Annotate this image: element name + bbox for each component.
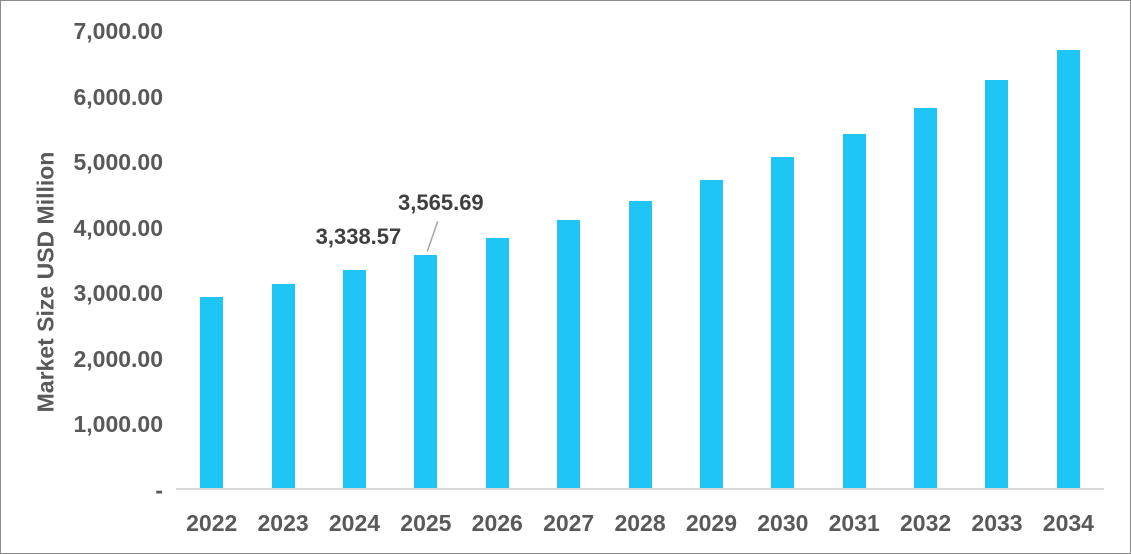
x-tick-label: 2031 — [828, 510, 880, 536]
bar-2025 — [414, 255, 438, 488]
bar-2024 — [342, 270, 366, 488]
x-tick-label: 2030 — [757, 510, 809, 536]
bar-series — [176, 31, 1104, 488]
y-tick-label: - — [155, 477, 163, 503]
data-label-2025: 3,565.69 — [398, 190, 484, 216]
y-tick-label: 6,000.00 — [73, 83, 163, 110]
y-tick-label: 3,000.00 — [73, 280, 163, 307]
data-label-2024: 3,338.57 — [315, 224, 402, 250]
bar-cell-2027 — [533, 31, 604, 488]
x-tick-label: 2029 — [685, 510, 738, 536]
plot-area: 3,338.57 3,565.69 — [176, 31, 1104, 490]
bar-cell-2033 — [961, 31, 1032, 488]
bar-cell-2022 — [176, 31, 247, 488]
bar-cell-2024 — [319, 31, 390, 488]
y-tick-label: 2,000.00 — [73, 345, 163, 372]
x-tick-label: 2024 — [328, 510, 381, 536]
bar-2029 — [699, 179, 723, 488]
bar-2033 — [985, 80, 1009, 488]
x-tick-label: 2025 — [400, 510, 452, 536]
y-tick-label: 7,000.00 — [73, 18, 163, 44]
bar-cell-2031 — [819, 31, 890, 488]
bar-2023 — [271, 283, 295, 488]
bar-cell-2028 — [604, 31, 675, 488]
bar-2030 — [771, 157, 795, 488]
x-tick-label: 2028 — [614, 510, 666, 536]
bar-cell-2026 — [462, 31, 533, 488]
bar-2031 — [842, 134, 866, 488]
bar-2032 — [914, 108, 938, 488]
x-tick-label: 2023 — [257, 510, 309, 536]
y-tick-label: 4,000.00 — [73, 214, 163, 241]
x-tick-label: 2026 — [471, 510, 523, 536]
bar-2026 — [485, 237, 509, 488]
x-axis-tick-labels: 2022 2023 2024 2025 2026 2027 2028 2029 2030 2031… — [176, 506, 1104, 546]
bar-cell-2023 — [247, 31, 318, 488]
bar-2028 — [628, 201, 652, 488]
bar-2027 — [557, 220, 581, 488]
y-tick-label: 1,000.00 — [73, 411, 163, 438]
x-tick-label: 2022 — [186, 510, 238, 536]
bar-2034 — [1056, 49, 1080, 488]
y-tick-label: 5,000.00 — [73, 149, 163, 176]
bar-cell-2034 — [1033, 31, 1104, 488]
x-tick-label: 2027 — [543, 510, 595, 536]
x-tick-label: 2034 — [1042, 510, 1094, 536]
bar-2022 — [200, 296, 224, 488]
y-axis-tick-labels: 7,000.00 6,000.00 5,000.00 4,000.00 3,000.00… — [1, 1, 163, 553]
x-tick-label: 2032 — [900, 510, 952, 536]
bar-cell-2030 — [747, 31, 818, 488]
x-tick-label: 2033 — [971, 510, 1023, 536]
bar-cell-2032 — [890, 31, 961, 488]
bar-cell-2029 — [676, 31, 747, 488]
bar-cell-2025 — [390, 31, 461, 488]
